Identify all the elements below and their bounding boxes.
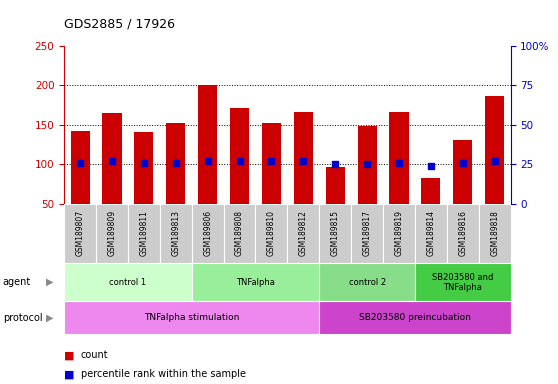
Bar xyxy=(351,204,383,263)
Bar xyxy=(415,263,511,301)
Bar xyxy=(421,177,440,204)
Text: agent: agent xyxy=(3,277,31,287)
Bar xyxy=(447,204,479,263)
Bar xyxy=(389,112,408,204)
Text: GSM189809: GSM189809 xyxy=(108,210,117,257)
Bar xyxy=(134,132,153,204)
Text: GDS2885 / 17926: GDS2885 / 17926 xyxy=(64,18,175,31)
Bar xyxy=(294,112,313,204)
Text: GSM189815: GSM189815 xyxy=(331,210,340,256)
Bar xyxy=(224,204,256,263)
Bar xyxy=(103,113,122,204)
Text: count: count xyxy=(81,350,109,360)
Bar xyxy=(319,263,415,301)
Bar xyxy=(160,204,192,263)
Bar xyxy=(64,301,319,334)
Text: ▶: ▶ xyxy=(46,277,53,287)
Text: GSM189810: GSM189810 xyxy=(267,210,276,256)
Bar xyxy=(192,204,224,263)
Bar xyxy=(198,84,217,204)
Text: ■: ■ xyxy=(64,350,75,360)
Bar xyxy=(262,123,281,204)
Text: GSM189817: GSM189817 xyxy=(363,210,372,256)
Text: TNFalpha: TNFalpha xyxy=(236,278,275,287)
Text: GSM189812: GSM189812 xyxy=(299,210,308,256)
Text: ■: ■ xyxy=(64,369,75,379)
Bar xyxy=(319,301,511,334)
Bar xyxy=(383,204,415,263)
Bar xyxy=(287,204,319,263)
Text: control 1: control 1 xyxy=(109,278,147,287)
Bar xyxy=(128,204,160,263)
Text: ▶: ▶ xyxy=(46,313,53,323)
Bar xyxy=(64,263,192,301)
Text: GSM189814: GSM189814 xyxy=(426,210,435,256)
Text: SB203580 preincubation: SB203580 preincubation xyxy=(359,313,471,322)
Text: GSM189819: GSM189819 xyxy=(395,210,403,256)
Bar xyxy=(70,131,90,204)
Text: GSM189808: GSM189808 xyxy=(235,210,244,256)
Bar xyxy=(415,204,447,263)
Text: GSM189816: GSM189816 xyxy=(458,210,467,256)
Bar xyxy=(230,108,249,204)
Bar xyxy=(256,204,287,263)
Bar xyxy=(96,204,128,263)
Text: control 2: control 2 xyxy=(349,278,386,287)
Bar xyxy=(64,204,96,263)
Bar xyxy=(192,263,319,301)
Text: protocol: protocol xyxy=(3,313,42,323)
Bar xyxy=(453,140,472,204)
Text: percentile rank within the sample: percentile rank within the sample xyxy=(81,369,246,379)
Text: GSM189818: GSM189818 xyxy=(490,210,499,256)
Bar xyxy=(358,126,377,204)
Text: GSM189807: GSM189807 xyxy=(76,210,85,257)
Text: GSM189806: GSM189806 xyxy=(203,210,212,257)
Text: GSM189813: GSM189813 xyxy=(171,210,180,256)
Bar xyxy=(166,123,185,204)
Bar xyxy=(485,96,504,204)
Text: TNFalpha stimulation: TNFalpha stimulation xyxy=(144,313,239,322)
Bar xyxy=(479,204,511,263)
Text: GSM189811: GSM189811 xyxy=(140,210,148,256)
Bar xyxy=(319,204,351,263)
Bar xyxy=(326,167,345,204)
Text: SB203580 and
TNFalpha: SB203580 and TNFalpha xyxy=(432,273,493,292)
